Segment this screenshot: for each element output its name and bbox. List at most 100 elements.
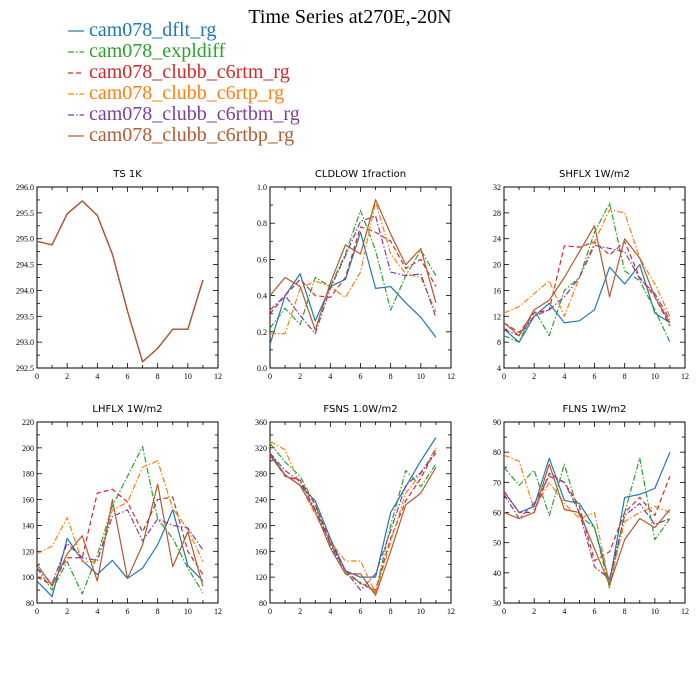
- y-tick-label: 32: [493, 183, 501, 192]
- panel-title: CLDLOW 1fraction: [315, 169, 406, 180]
- x-tick-label: 0: [502, 372, 506, 381]
- x-tick-label: 12: [447, 372, 455, 381]
- x-tick-label: 4: [95, 607, 99, 616]
- x-tick-label: 4: [562, 607, 566, 616]
- y-tick-label: 293.5: [16, 312, 34, 321]
- x-tick-label: 8: [389, 372, 393, 381]
- x-tick-label: 4: [328, 607, 332, 616]
- x-tick-label: 10: [417, 372, 425, 381]
- y-tick-label: 28: [493, 209, 501, 218]
- series-line: [269, 437, 437, 578]
- y-tick-label: 0.6: [257, 255, 267, 264]
- legend-label: cam078_clubb_c6rtp_rg: [89, 82, 284, 104]
- y-tick-label: 240: [255, 496, 267, 505]
- series-line: [503, 263, 671, 343]
- legend-label: cam078_clubb_c6rtm_rg: [89, 61, 290, 83]
- y-tick-label: 60: [493, 509, 501, 518]
- x-tick-label: 6: [593, 372, 597, 381]
- series-line: [36, 488, 204, 586]
- y-tick-label: 294.0: [16, 286, 34, 295]
- y-tick-label: 90: [493, 418, 501, 427]
- plot-frame: [503, 186, 686, 369]
- plot-frame: [36, 186, 219, 369]
- chart-panels: TS 1K0 2 4 6 8 10 12292.5293.0293.5294.0294.52…: [16, 169, 689, 616]
- x-tick-label: 12: [214, 607, 222, 616]
- legend-entry: cam078_dflt_rg: [68, 19, 216, 41]
- series-line: [36, 460, 204, 563]
- x-tick-label: 10: [651, 607, 659, 616]
- series-line: [269, 442, 437, 594]
- y-tick-label: 80: [259, 599, 267, 608]
- x-tick-label: 2: [298, 607, 302, 616]
- x-tick-label: 0: [502, 607, 506, 616]
- y-tick-label: 24: [493, 235, 501, 244]
- figure-title: Time Series at270E,-20N: [248, 6, 451, 28]
- x-tick-label: 0: [268, 372, 272, 381]
- series-line: [503, 457, 671, 589]
- y-tick-label: 180: [22, 470, 34, 479]
- panel-title: FSNS 1.0W/m2: [323, 404, 397, 415]
- y-tick-label: 280: [255, 470, 267, 479]
- x-tick-label: 6: [126, 372, 130, 381]
- y-tick-label: 294.5: [16, 261, 34, 270]
- chart-panel: TS 1K 0 2 4 6 8 10 12 292.5 293.0 293.5 294.0 294.5 2…: [16, 169, 222, 381]
- x-tick-label: 10: [184, 607, 192, 616]
- chart-panel: LHFLX 1W/m2 0 2 4 6 8 10 12 80 100 120 140 160 180 200…: [22, 404, 222, 616]
- y-tick-label: 296.0: [16, 183, 34, 192]
- x-tick-label: 12: [214, 372, 222, 381]
- series-line: [269, 452, 437, 591]
- panel-title: FLNS 1W/m2: [562, 404, 626, 415]
- y-tick-label: 20: [493, 261, 501, 270]
- y-tick-label: 0.0: [257, 364, 267, 373]
- y-tick-label: 50: [493, 539, 501, 548]
- y-tick-label: 295.5: [16, 209, 34, 218]
- x-tick-label: 10: [184, 372, 192, 381]
- x-tick-label: 0: [35, 607, 39, 616]
- panel-title: LHFLX 1W/m2: [92, 404, 162, 415]
- panel-title: SHFLX 1W/m2: [559, 169, 630, 180]
- series-line: [269, 199, 437, 331]
- legend-entry: cam078_clubb_c6rtbp_rg: [68, 124, 294, 146]
- y-tick-label: 12: [493, 312, 501, 321]
- y-tick-label: 40: [493, 569, 501, 578]
- series-line: [36, 200, 204, 363]
- legend-label: cam078_clubb_c6rtbp_rg: [89, 124, 294, 146]
- series-line: [503, 475, 671, 580]
- series-line: [503, 454, 671, 586]
- x-tick-label: 6: [126, 607, 130, 616]
- series-line: [36, 445, 204, 595]
- x-tick-label: 4: [95, 372, 99, 381]
- x-tick-label: 8: [623, 372, 627, 381]
- legend-entry: cam078_clubb_c6rtp_rg: [68, 82, 284, 104]
- legend-label: cam078_dflt_rg: [89, 19, 216, 41]
- y-tick-label: 8: [497, 338, 501, 347]
- x-tick-label: 2: [65, 607, 69, 616]
- y-tick-label: 293.0: [16, 338, 34, 347]
- x-tick-label: 10: [651, 372, 659, 381]
- y-tick-label: 160: [255, 547, 267, 556]
- y-tick-label: 80: [26, 599, 34, 608]
- legend: cam078_dflt_rgcam078_expldiffcam078_club…: [68, 19, 300, 146]
- chart-panel: FSNS 1.0W/m2 0 2 4 6 8 10 12 80 120 160 200 240 280 32…: [255, 404, 455, 616]
- y-tick-label: 0.4: [257, 292, 267, 301]
- series-line: [269, 226, 437, 315]
- series-line: [269, 209, 437, 329]
- plot-frame: [269, 421, 452, 604]
- x-tick-label: 4: [562, 372, 566, 381]
- chart-panel: CLDLOW 1fraction 0 2 4 6 8 10 12 0.0 0.2 0.4 0.6 0.8…: [257, 169, 455, 381]
- y-tick-label: 160: [22, 496, 34, 505]
- x-tick-label: 8: [389, 607, 393, 616]
- legend-label: cam078_clubb_c6rtbm_rg: [89, 103, 300, 125]
- y-tick-label: 140: [22, 521, 34, 530]
- series-line: [503, 225, 671, 337]
- y-tick-label: 320: [255, 444, 267, 453]
- legend-entry: cam078_expldiff: [68, 40, 226, 62]
- y-tick-label: 100: [22, 573, 34, 582]
- panel-title: TS 1K: [112, 169, 142, 180]
- series-line: [269, 448, 437, 591]
- y-tick-label: 0.2: [257, 328, 267, 337]
- y-tick-label: 200: [22, 444, 34, 453]
- y-tick-label: 70: [493, 478, 501, 487]
- series-line: [503, 451, 671, 583]
